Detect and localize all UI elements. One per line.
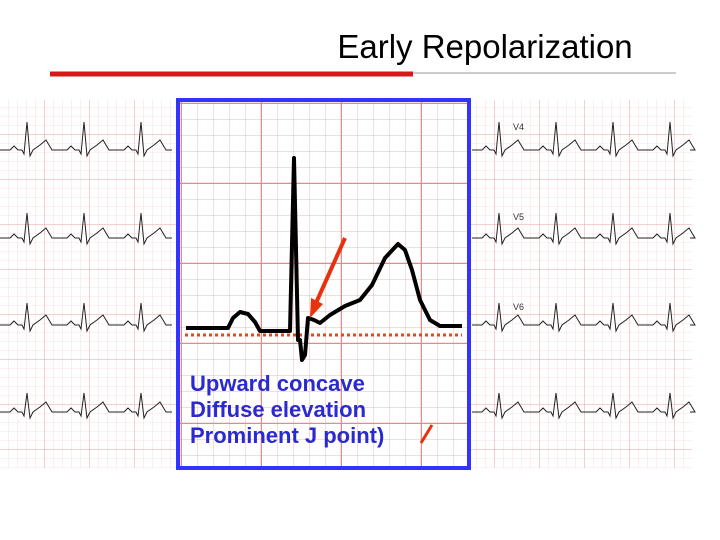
ecg-trace: [0, 302, 172, 333]
ecg-traces: [0, 121, 696, 420]
arrowhead: [310, 298, 323, 318]
ecg-trace: [0, 212, 172, 246]
ecg-trace: [472, 392, 696, 420]
slide-title: Early Repolarization: [337, 28, 632, 65]
lead-label: V6: [513, 302, 524, 312]
zoom-frame: [176, 98, 471, 470]
arrow: [314, 237, 347, 304]
ecg-trace: [472, 121, 696, 158]
ecg-trace: [0, 392, 172, 420]
arrow: [419, 424, 434, 444]
lead-label: V4: [513, 122, 524, 132]
ecg-trace: [472, 212, 696, 246]
ecg-trace: [0, 121, 172, 158]
lead-label: V5: [513, 212, 524, 222]
callout-line: Prominent J point): [190, 423, 384, 448]
zoom-ecg: [186, 156, 462, 362]
callout-line: Upward concave: [190, 371, 365, 396]
callout-line: Diffuse elevation: [190, 397, 366, 422]
ecg-trace: [472, 302, 696, 333]
